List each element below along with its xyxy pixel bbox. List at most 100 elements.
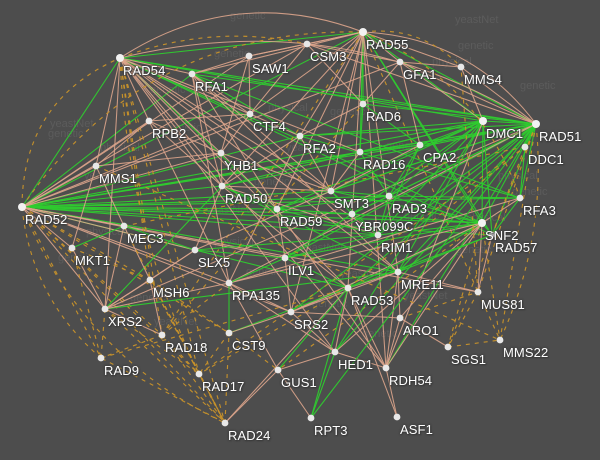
network-edge — [399, 61, 421, 146]
network-node-srs2[interactable] — [287, 308, 295, 316]
network-node-rad6[interactable] — [359, 100, 367, 108]
network-edge — [119, 57, 193, 75]
network-node-rad55[interactable] — [359, 28, 367, 36]
network-node-rfa1[interactable] — [188, 70, 196, 78]
network-node-rad50[interactable] — [218, 182, 226, 190]
network-node-msh6[interactable] — [146, 276, 154, 284]
network-edge — [482, 120, 493, 236]
network-edge — [306, 43, 401, 63]
network-edge — [377, 195, 390, 236]
network-edge — [277, 222, 483, 371]
network-edge — [21, 190, 332, 208]
network-edge — [95, 152, 222, 167]
network-node-cpa2[interactable] — [416, 141, 424, 149]
network-node-rad51[interactable] — [532, 120, 540, 128]
network-node-csm3[interactable] — [303, 40, 311, 48]
network-edge — [359, 151, 390, 197]
network-node-rad52[interactable] — [18, 203, 26, 211]
network-node-mre11[interactable] — [394, 268, 402, 276]
network-edge — [194, 249, 286, 259]
network-edge — [385, 367, 398, 418]
network-edge — [119, 57, 387, 369]
network-edge — [95, 165, 501, 341]
network-edge — [499, 123, 537, 341]
network-node-rfa3[interactable] — [516, 194, 524, 202]
network-node-asf1[interactable] — [393, 413, 401, 421]
network-edge — [299, 120, 484, 137]
network-edge — [362, 31, 537, 125]
network-node-snf2[interactable] — [478, 219, 486, 227]
network-node-gfa1[interactable] — [396, 58, 404, 66]
network-edge — [198, 332, 230, 375]
network-node-rad59[interactable] — [273, 205, 281, 213]
network-edge — [191, 73, 223, 187]
network-node-xrs2[interactable] — [101, 305, 109, 313]
network-edge — [71, 225, 125, 249]
network-node-rpa135[interactable] — [225, 279, 233, 287]
network-node-rpt3[interactable] — [307, 414, 315, 422]
network-node-saw1[interactable] — [245, 52, 253, 60]
network-node-cst9[interactable] — [225, 329, 233, 337]
network-node-ybr099c[interactable] — [348, 210, 356, 218]
network-node-smt3[interactable] — [327, 187, 335, 195]
network-edge — [519, 123, 537, 199]
network-edge — [276, 208, 379, 236]
network-node-ddc1[interactable] — [521, 143, 529, 151]
network-node-ilv1[interactable] — [281, 254, 289, 262]
network-edge — [477, 123, 537, 293]
network-edge — [359, 123, 537, 153]
network-node-rad9[interactable] — [97, 354, 105, 362]
network-node-mec3[interactable] — [120, 222, 128, 230]
network-edge — [194, 234, 379, 251]
network-node-rad57[interactable] — [488, 231, 496, 239]
network-node-sgs1[interactable] — [444, 343, 452, 351]
network-node-aro1[interactable] — [396, 314, 404, 322]
network-node-ctf4[interactable] — [246, 110, 254, 118]
network-edge — [161, 334, 200, 375]
network-edge — [21, 206, 479, 293]
network-edge — [347, 234, 493, 289]
network-edge — [276, 208, 353, 215]
network-node-yhb1[interactable] — [217, 149, 225, 157]
network-node-slx5[interactable] — [191, 246, 199, 254]
network-node-rad18[interactable] — [158, 331, 166, 339]
network-edge — [161, 334, 226, 424]
network-edge — [399, 222, 483, 319]
network-node-hed1[interactable] — [331, 348, 339, 356]
network-node-rfa2[interactable] — [296, 132, 304, 140]
network-node-rdh54[interactable] — [382, 364, 390, 372]
network-node-rad17[interactable] — [195, 370, 203, 378]
network-edge — [334, 351, 387, 369]
network-node-rad24[interactable] — [221, 419, 229, 427]
network-edge — [149, 279, 163, 336]
network-edge — [330, 190, 390, 197]
network-edge — [100, 287, 349, 359]
network-edge-curved — [119, 12, 364, 59]
network-edge — [191, 73, 521, 199]
network-edge — [481, 222, 501, 341]
network-edge — [21, 206, 379, 236]
network-edge — [21, 57, 121, 208]
network-node-mms4[interactable] — [457, 63, 465, 71]
network-node-mkt1[interactable] — [68, 244, 76, 252]
network-node-mms22[interactable] — [496, 336, 504, 344]
network-edge — [385, 317, 401, 369]
network-edge — [290, 311, 336, 353]
network-node-rim1[interactable] — [374, 231, 382, 239]
network-node-rad54[interactable] — [116, 54, 124, 62]
network-edge — [377, 123, 537, 236]
network-edge — [148, 120, 222, 154]
network-node-rad3[interactable] — [385, 192, 393, 200]
network-node-rpb2[interactable] — [145, 117, 153, 125]
network-node-rad53[interactable] — [344, 284, 352, 292]
network-edge — [362, 31, 401, 63]
network-node-gus1[interactable] — [274, 366, 282, 374]
network-node-mms1[interactable] — [92, 162, 100, 170]
network-node-dmc1[interactable] — [479, 117, 487, 125]
network-node-mus81[interactable] — [474, 288, 482, 296]
network-edge — [104, 225, 125, 310]
network-edge — [491, 146, 526, 236]
network-edge — [228, 282, 279, 371]
network-node-rad16[interactable] — [356, 148, 364, 156]
